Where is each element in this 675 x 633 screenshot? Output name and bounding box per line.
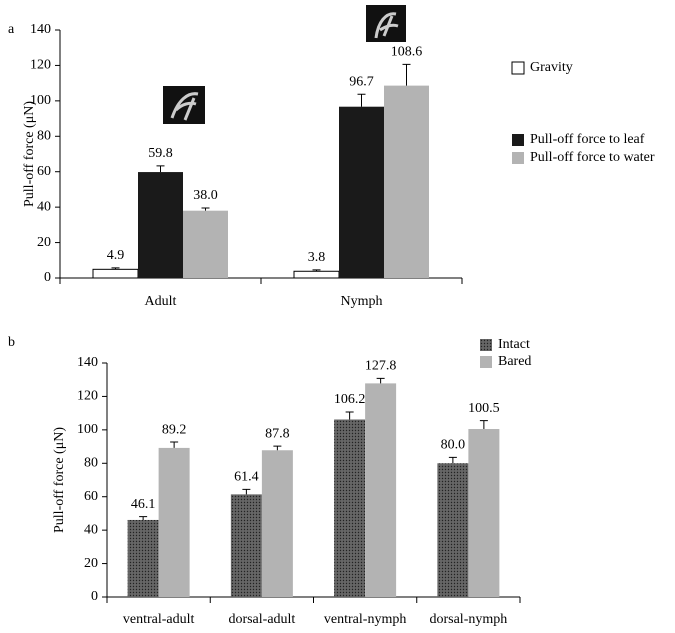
bar — [468, 429, 500, 597]
y-tick-label: 40 — [84, 522, 98, 537]
y-tick-label: 0 — [44, 270, 51, 285]
error-bar — [156, 165, 165, 173]
y-tick-label: 80 — [37, 129, 51, 144]
bar — [158, 447, 190, 597]
error-bar — [479, 420, 488, 430]
error-bar — [242, 488, 251, 495]
y-tick-label: 60 — [84, 489, 98, 504]
error-bar — [345, 411, 354, 420]
value-label: 61.4 — [234, 470, 259, 485]
bar — [339, 106, 384, 279]
bar — [127, 519, 159, 597]
panel-label: a — [8, 22, 15, 37]
legend-label: Intact — [498, 337, 530, 352]
x-tick-label: dorsal-adult — [228, 612, 295, 627]
y-axis-label: Pull-off force (μN) — [52, 427, 67, 533]
value-label: 46.1 — [131, 497, 156, 512]
error-bar — [376, 377, 385, 384]
y-tick-label: 120 — [30, 58, 51, 73]
value-label: 59.8 — [148, 146, 173, 161]
error-bar — [201, 207, 210, 211]
y-tick-label: 20 — [37, 235, 51, 250]
error-bar — [139, 516, 148, 520]
value-label: 96.7 — [349, 75, 374, 90]
value-label: 89.2 — [162, 422, 187, 437]
value-label: 106.2 — [334, 392, 366, 407]
legend-label: Gravity — [530, 60, 573, 75]
error-bar — [111, 267, 120, 270]
y-tick-label: 100 — [77, 422, 98, 437]
error-bar — [402, 63, 411, 86]
y-tick-label: 0 — [91, 589, 98, 604]
x-tick-label: ventral-adult — [123, 612, 195, 627]
error-bar — [170, 441, 179, 448]
value-label: 108.6 — [391, 45, 423, 60]
bar — [334, 419, 366, 597]
y-tick-label: 60 — [37, 164, 51, 179]
bar — [92, 268, 139, 279]
y-tick-label: 140 — [30, 22, 51, 37]
insect-image — [163, 86, 205, 124]
legend-swatch — [511, 61, 525, 75]
legend-swatch — [512, 152, 524, 164]
bar — [384, 85, 429, 278]
legend-label: Pull-off force to leaf — [530, 132, 645, 147]
value-label: 100.5 — [468, 401, 500, 416]
x-tick-label: Adult — [145, 294, 177, 309]
y-tick-label: 120 — [77, 389, 98, 404]
value-label: 87.8 — [265, 426, 290, 441]
value-label: 38.0 — [193, 188, 218, 203]
y-tick-label: 20 — [84, 556, 98, 571]
value-label: 127.8 — [365, 359, 397, 374]
value-label: 3.8 — [308, 250, 326, 265]
error-bar — [357, 93, 366, 107]
legend-label: Bared — [498, 354, 531, 369]
insect-image — [366, 5, 406, 42]
x-tick-label: dorsal-nymph — [429, 612, 507, 627]
bar — [437, 463, 469, 597]
legend-swatch — [512, 134, 524, 146]
bar — [183, 210, 228, 278]
bar — [261, 450, 293, 597]
bar — [138, 172, 183, 278]
panel-label: b — [8, 335, 15, 350]
value-label: 4.9 — [107, 248, 125, 263]
y-axis-label: Pull-off force (μN) — [22, 101, 37, 207]
value-label: 80.0 — [441, 438, 466, 453]
x-tick-label: ventral-nymph — [324, 612, 406, 627]
y-tick-label: 80 — [84, 456, 98, 471]
bar — [365, 383, 397, 597]
y-tick-label: 40 — [37, 199, 51, 214]
y-tick-label: 140 — [77, 355, 98, 370]
legend-swatch — [480, 356, 492, 368]
legend-label: Pull-off force to water — [530, 150, 655, 165]
error-bar — [312, 269, 321, 272]
bar — [230, 494, 262, 597]
x-tick-label: Nymph — [341, 294, 383, 309]
error-bar — [448, 456, 457, 464]
legend-swatch — [480, 339, 492, 351]
bar — [293, 270, 340, 279]
y-tick-label: 100 — [30, 93, 51, 108]
error-bar — [273, 445, 282, 451]
